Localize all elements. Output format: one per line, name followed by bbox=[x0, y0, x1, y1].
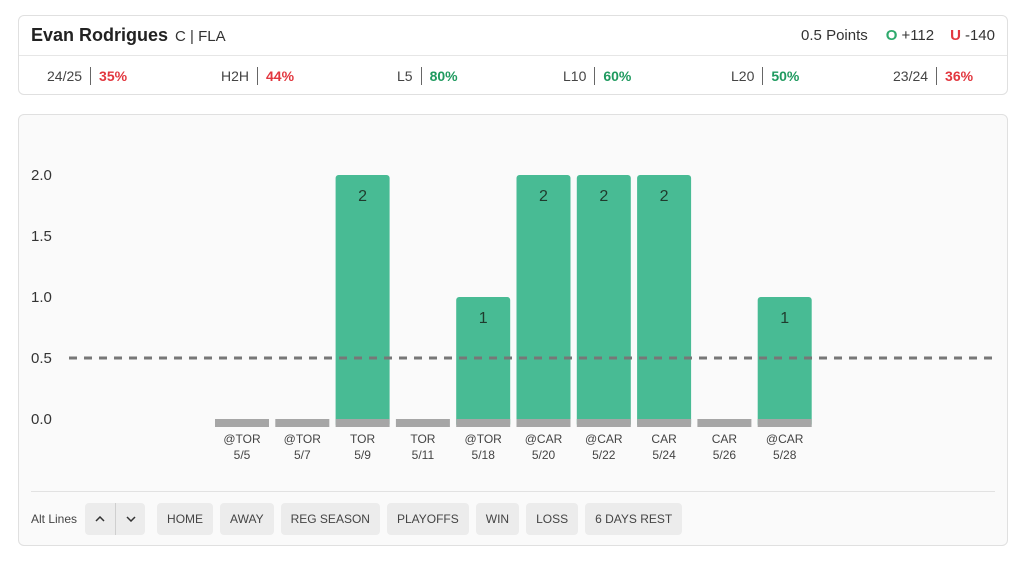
x-tick-opponent: @CAR bbox=[766, 432, 804, 446]
over-odds[interactable]: +112 bbox=[901, 27, 935, 44]
stat-value: 50% bbox=[771, 68, 800, 84]
odds-summary: 0.5 Points O +112 U -140 bbox=[801, 27, 995, 44]
filter-reg-season-button[interactable]: REG SEASON bbox=[280, 503, 380, 535]
stat-label: 23/24 bbox=[893, 67, 938, 85]
prop-line: 0.5 Points bbox=[801, 27, 868, 44]
bar-value-label: 2 bbox=[599, 188, 608, 205]
x-tick-opponent: @TOR bbox=[223, 432, 261, 446]
x-tick-opponent: @CAR bbox=[585, 432, 623, 446]
stat-label: 24/25 bbox=[47, 67, 92, 85]
x-tick-opponent: CAR bbox=[712, 432, 738, 446]
stat-l20: L20 50% bbox=[731, 67, 799, 85]
stat-l10: L10 60% bbox=[563, 67, 631, 85]
filter-win-button[interactable]: WIN bbox=[475, 503, 520, 535]
filter-away-button[interactable]: AWAY bbox=[220, 503, 274, 535]
bar-base bbox=[516, 419, 571, 427]
y-tick-label: 2.0 bbox=[31, 167, 52, 184]
y-tick-label: 1.0 bbox=[31, 289, 52, 306]
filter-home-button[interactable]: HOME bbox=[157, 503, 214, 535]
x-tick-date: 5/5 bbox=[234, 448, 251, 462]
under-icon: U bbox=[950, 27, 961, 44]
bar-base bbox=[335, 419, 390, 427]
stat-value: 35% bbox=[99, 68, 128, 84]
data-bar[interactable] bbox=[576, 175, 631, 427]
alt-lines-label: Alt Lines bbox=[31, 512, 78, 526]
x-tick-date: 5/24 bbox=[652, 448, 676, 462]
bar-base bbox=[215, 419, 269, 427]
bar-base bbox=[456, 419, 511, 427]
y-tick-label: 0.0 bbox=[31, 411, 52, 428]
x-tick-opponent: CAR bbox=[651, 432, 677, 446]
bar-base bbox=[275, 419, 330, 427]
stat-value: 80% bbox=[429, 68, 458, 84]
x-tick-date: 5/7 bbox=[294, 448, 311, 462]
bar-base bbox=[697, 419, 752, 427]
filter-rest-days-button[interactable]: 6 DAYS REST bbox=[585, 503, 683, 535]
chevron-down-icon bbox=[126, 516, 136, 522]
bar-base bbox=[576, 419, 631, 427]
x-tick-date: 5/26 bbox=[713, 448, 737, 462]
player-position-team: C | FLA bbox=[175, 28, 226, 45]
filter-playoffs-button[interactable]: PLAYOFFS bbox=[386, 503, 469, 535]
x-tick-date: 5/28 bbox=[773, 448, 797, 462]
data-bar[interactable] bbox=[757, 297, 812, 427]
x-tick-opponent: @CAR bbox=[525, 432, 563, 446]
title-row: Evan Rodrigues C | FLA 0.5 Points O +112… bbox=[19, 16, 1007, 56]
bar-value-label: 2 bbox=[660, 188, 669, 205]
x-tick-date: 5/18 bbox=[472, 448, 496, 462]
bar-value-label: 1 bbox=[780, 310, 789, 327]
alt-lines-stepper bbox=[85, 503, 146, 535]
x-tick-opponent: TOR bbox=[410, 432, 435, 446]
stat-label: L20 bbox=[731, 67, 764, 85]
x-tick-date: 5/22 bbox=[592, 448, 616, 462]
filter-loss-button[interactable]: LOSS bbox=[526, 503, 579, 535]
stat-season-previous: 23/24 36% bbox=[893, 67, 973, 85]
x-tick-date: 5/9 bbox=[354, 448, 371, 462]
under-odds[interactable]: -140 bbox=[964, 27, 995, 44]
chevron-up-icon bbox=[95, 516, 105, 522]
player-name: Evan Rodrigues bbox=[31, 25, 169, 45]
data-bar[interactable] bbox=[637, 175, 692, 427]
x-tick-opponent: @TOR bbox=[465, 432, 503, 446]
over-icon: O bbox=[885, 27, 898, 44]
stat-l5: L5 80% bbox=[397, 67, 458, 85]
stat-value: 36% bbox=[945, 68, 974, 84]
filter-bar: Alt Lines HOME AWAY REG SEASON PLAYOFFS … bbox=[31, 503, 689, 535]
game-log-chart-card: 0.0 0.5 1.0 1.5 2.0 @TOR 5/5 @TOR 5/7 2 TOR 5/9 TOR 5… bbox=[18, 114, 1008, 546]
x-tick-opponent: @TOR bbox=[284, 432, 322, 446]
filters-divider bbox=[31, 491, 995, 492]
stat-label: L10 bbox=[563, 67, 596, 85]
stat-value: 44% bbox=[266, 68, 295, 84]
bar-base bbox=[637, 419, 692, 427]
stat-label: L5 bbox=[397, 67, 422, 85]
x-tick-opponent: TOR bbox=[350, 432, 375, 446]
bar-base bbox=[395, 419, 450, 427]
y-tick-label: 1.5 bbox=[31, 228, 52, 245]
stat-label: H2H bbox=[221, 67, 259, 85]
alt-line-up-button[interactable] bbox=[85, 503, 115, 535]
data-bar[interactable] bbox=[456, 297, 511, 427]
bar-value-label: 2 bbox=[539, 188, 548, 205]
stat-season-current: 24/25 35% bbox=[47, 67, 127, 85]
y-tick-label: 0.5 bbox=[31, 350, 52, 367]
data-bar[interactable] bbox=[335, 175, 390, 427]
game-log-bar-chart: 0.0 0.5 1.0 1.5 2.0 @TOR 5/5 @TOR 5/7 2 TOR 5/9 TOR 5… bbox=[31, 167, 994, 462]
bar-value-label: 2 bbox=[358, 188, 367, 205]
stat-h2h: H2H 44% bbox=[221, 67, 294, 85]
x-tick-date: 5/11 bbox=[412, 448, 435, 462]
x-tick-date: 5/20 bbox=[532, 448, 556, 462]
player-header-card: Evan Rodrigues C | FLA 0.5 Points O +112… bbox=[18, 15, 1008, 95]
bar-base bbox=[757, 419, 812, 427]
player-name-row: Evan Rodrigues C | FLA bbox=[31, 25, 226, 46]
bar-value-label: 1 bbox=[479, 310, 488, 327]
hit-rate-stats-row: 24/25 35% H2H 44% L5 80% L10 60% L20 50%… bbox=[19, 56, 1007, 96]
data-bar[interactable] bbox=[516, 175, 571, 427]
alt-line-down-button[interactable] bbox=[115, 503, 145, 535]
stat-value: 60% bbox=[603, 68, 632, 84]
